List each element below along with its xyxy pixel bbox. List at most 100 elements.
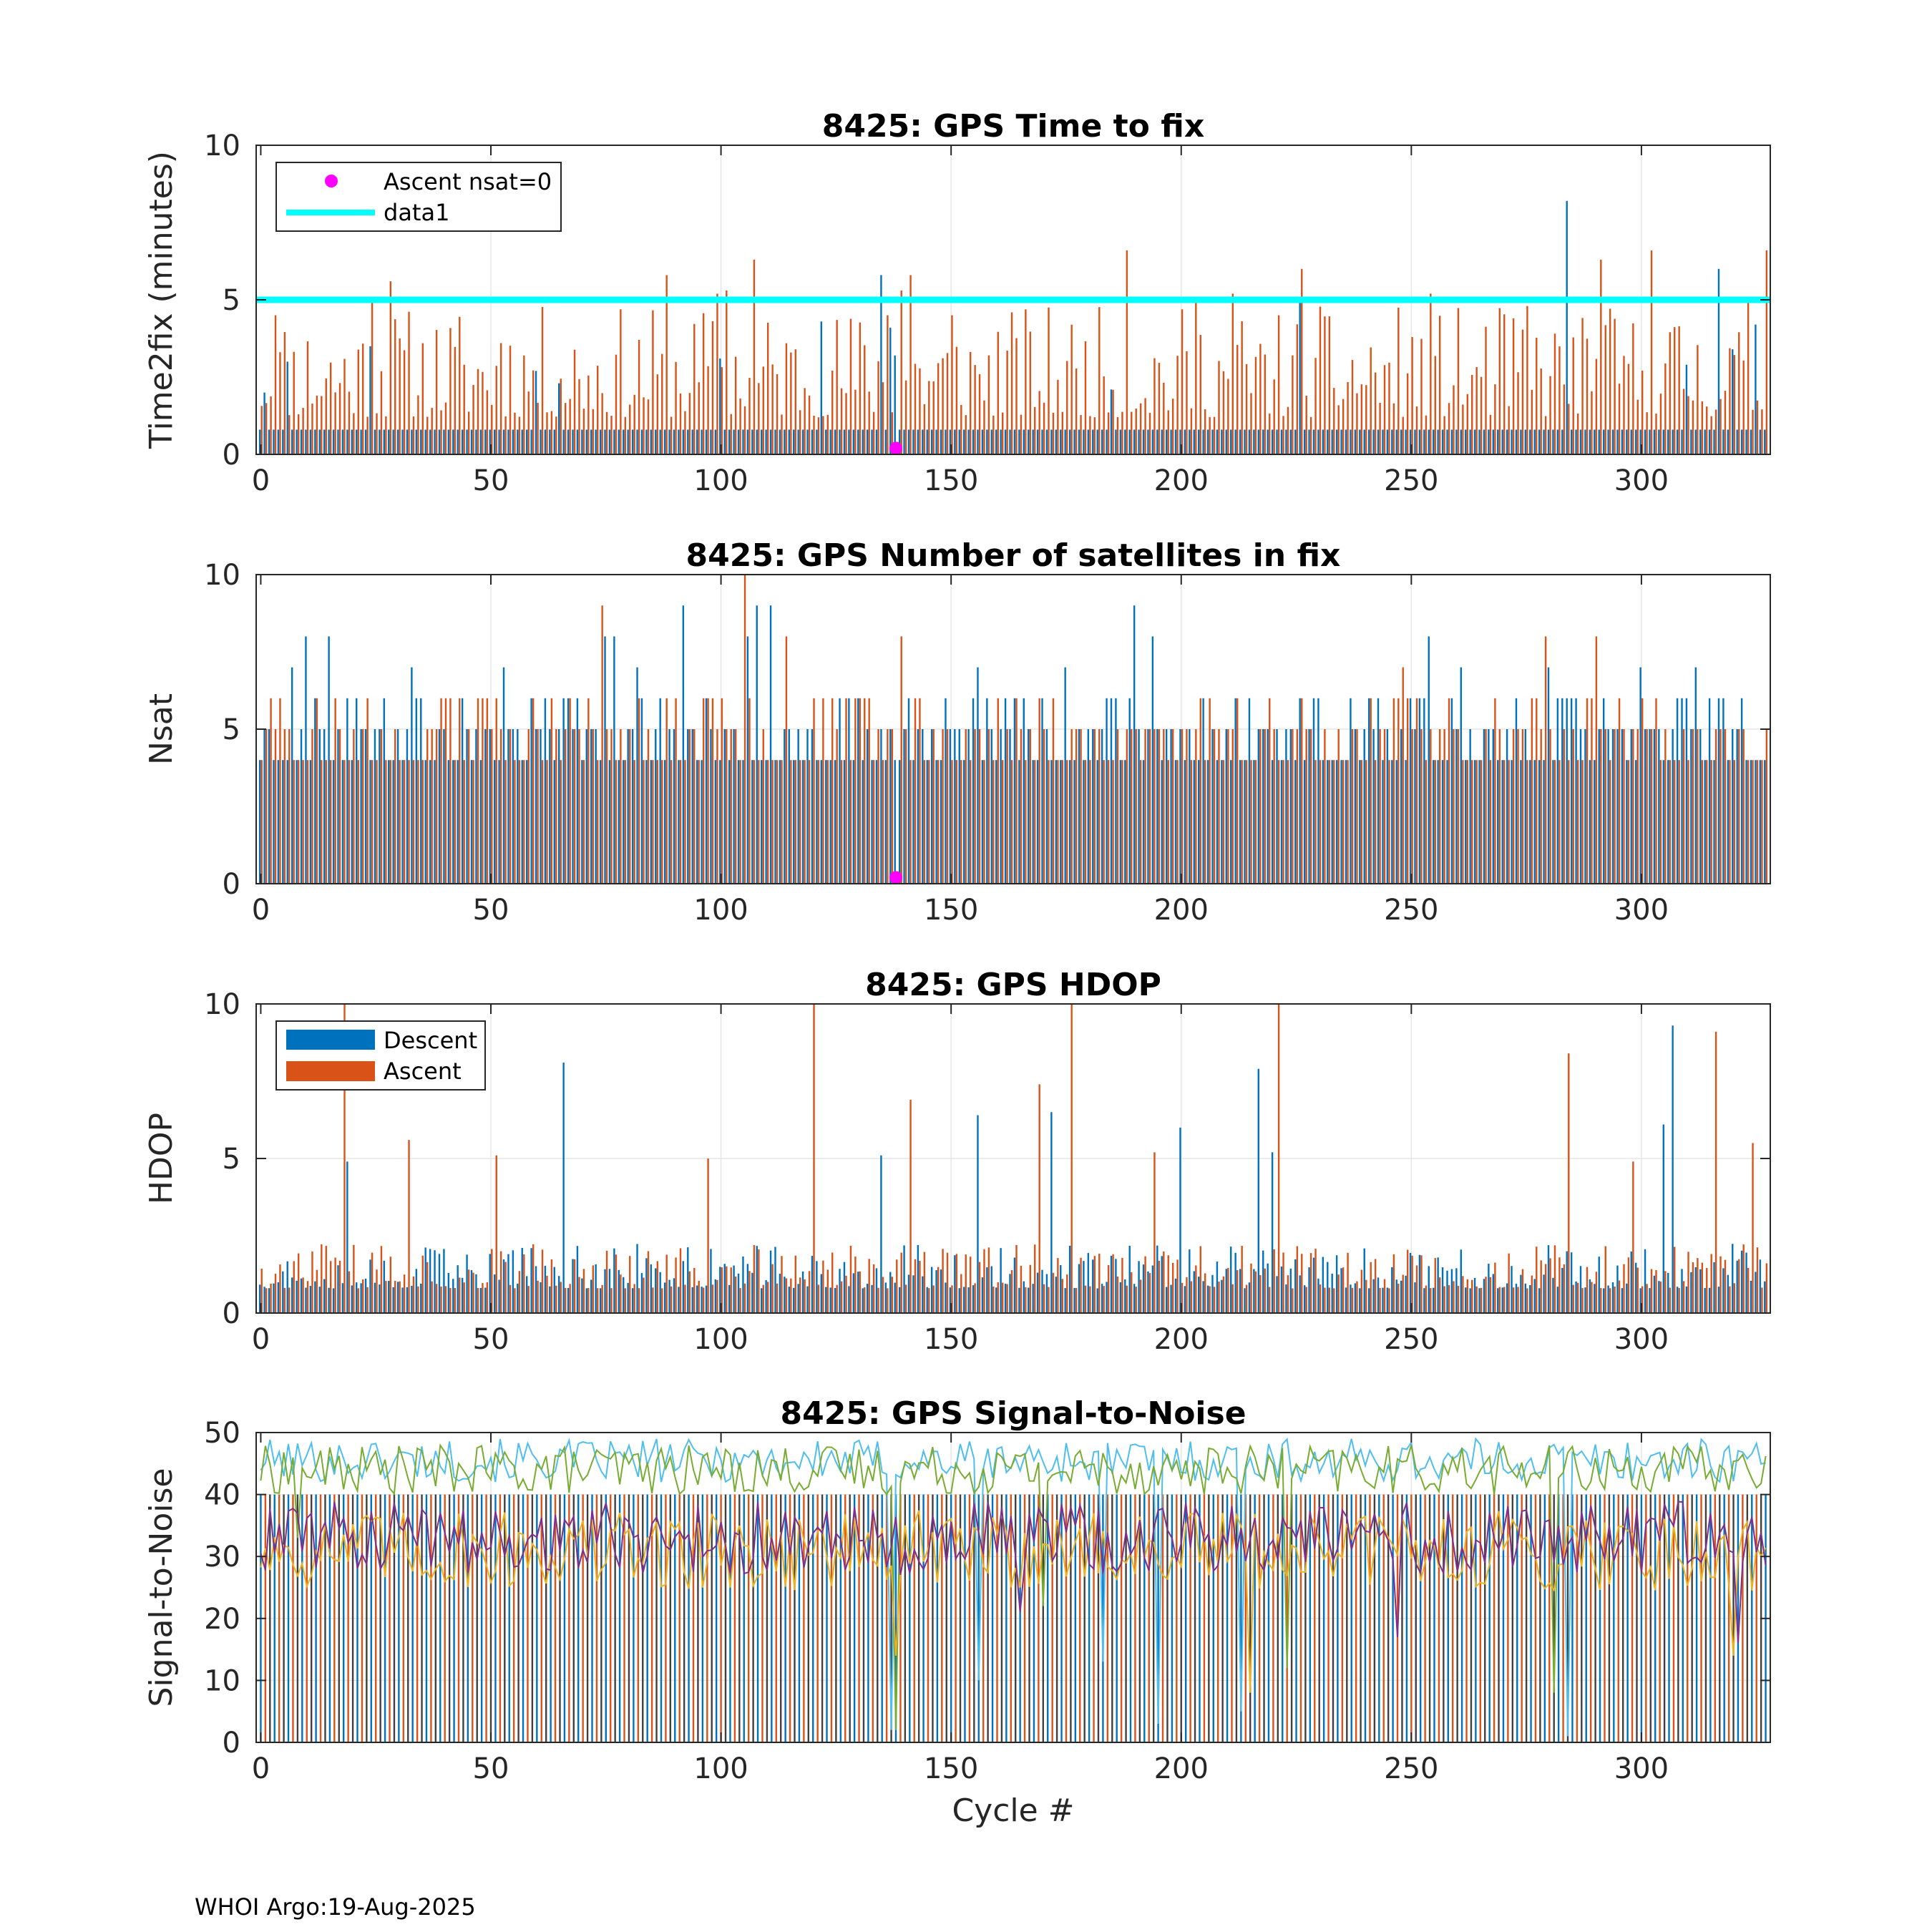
descent-bar: [1395, 760, 1397, 884]
snr-bar: [637, 1494, 640, 1742]
snr-bar: [775, 1494, 777, 1742]
ascent-bar: [366, 416, 369, 454]
descent-bar: [719, 760, 721, 884]
descent-bar: [852, 760, 855, 884]
descent-bar: [986, 698, 988, 884]
y-tick-label: 0: [223, 868, 240, 901]
ascent-bar: [1250, 760, 1252, 884]
ascent-bar: [1337, 729, 1340, 884]
descent-bar: [585, 429, 587, 454]
plot-area: [256, 1433, 1770, 1742]
snr-bar: [1184, 1494, 1187, 1742]
legend-ascent-swatch: [286, 1061, 375, 1081]
descent-bar: [1630, 429, 1632, 454]
ascent-bar: [316, 698, 318, 884]
ascent-bar: [624, 416, 627, 454]
descent-bar: [779, 429, 781, 454]
descent-bar: [940, 1269, 942, 1313]
ascent-bar: [1204, 409, 1206, 454]
snr-bar: [922, 1494, 924, 1742]
ascent-bar: [1453, 1281, 1455, 1313]
descent-bar: [258, 1284, 261, 1313]
descent-bar: [502, 429, 505, 454]
descent-bar: [986, 429, 988, 454]
ascent-bar: [523, 1254, 525, 1313]
descent-bar: [1189, 429, 1191, 454]
ascent-bar: [887, 1288, 889, 1313]
descent-bar: [1377, 1277, 1380, 1313]
descent-bar: [282, 1271, 284, 1313]
descent-bar: [268, 729, 270, 884]
ascent-bar: [716, 293, 718, 454]
descent-bar: [1221, 760, 1223, 884]
ascent-bar: [1010, 760, 1013, 884]
ascent-bar: [1600, 259, 1602, 454]
descent-bar: [1750, 760, 1752, 884]
descent-bar: [1570, 429, 1573, 454]
ascent-bar: [1199, 335, 1201, 454]
ascent-bar: [1669, 1287, 1671, 1313]
ascent-bar: [1623, 729, 1625, 884]
ascent-bar: [707, 1158, 709, 1313]
descent-bar: [1501, 760, 1503, 884]
ascent-bar: [482, 371, 484, 454]
ascent-bar: [1489, 414, 1492, 454]
descent-bar: [1460, 429, 1462, 454]
ascent-bar: [702, 698, 705, 884]
descent-bar: [507, 729, 509, 884]
descent-bar: [1732, 1244, 1734, 1313]
ascent-bar: [482, 1283, 484, 1313]
ascent-bar: [1466, 394, 1468, 454]
snr-bar: [1337, 1494, 1339, 1742]
ascent-bar: [1494, 1262, 1496, 1313]
ascent-bar: [527, 1286, 530, 1313]
descent-bar: [1312, 1257, 1315, 1313]
descent-bar: [396, 729, 399, 884]
snr-bar: [1401, 1494, 1403, 1742]
ascent-bar: [928, 1288, 930, 1313]
descent-bar: [1602, 429, 1605, 454]
ascent-bar: [891, 1277, 894, 1313]
y-axis-label: HDOP: [143, 1113, 180, 1204]
descent-bar: [765, 429, 767, 454]
ascent-bar: [1674, 327, 1676, 454]
descent-bar: [788, 1287, 790, 1313]
descent-bar: [1745, 1252, 1747, 1313]
snr-bar: [1176, 1494, 1178, 1742]
snr-bar: [959, 1494, 962, 1742]
ascent-bar: [716, 1279, 718, 1313]
descent-bar: [525, 760, 528, 884]
ascent-bar: [1457, 308, 1460, 454]
snr-bar: [1166, 1494, 1169, 1742]
ascent-bar: [362, 729, 364, 884]
ascent-bar: [1218, 1282, 1220, 1313]
descent-bar: [429, 429, 431, 454]
ascent-bar: [1572, 337, 1574, 454]
descent-bar: [1211, 1274, 1214, 1313]
ascent-bar: [279, 698, 281, 884]
descent-bar: [1713, 429, 1715, 454]
snr-bar: [1723, 1494, 1725, 1742]
ascent-bar: [371, 1252, 374, 1313]
descent-bar: [1211, 729, 1214, 884]
descent-bar: [1446, 1270, 1448, 1313]
ascent-bar: [1370, 698, 1372, 884]
descent-bar: [636, 429, 638, 454]
descent-bar: [1465, 760, 1467, 884]
snr-bar: [351, 1494, 354, 1742]
ascent-bar: [1761, 760, 1763, 884]
descent-bar: [640, 1273, 643, 1313]
ascent-bar: [702, 313, 705, 454]
ascent-bar: [1388, 1288, 1390, 1313]
descent-bar: [1331, 760, 1333, 884]
descent-bar: [1124, 429, 1126, 454]
descent-bar: [1566, 1251, 1568, 1313]
descent-bar: [498, 760, 500, 884]
snr-bar: [996, 1494, 998, 1742]
ascent-bar: [334, 1257, 336, 1313]
descent-bar: [1345, 429, 1347, 454]
snr-bar: [1314, 1494, 1316, 1742]
ascent-bar: [1222, 371, 1225, 454]
descent-bar: [346, 1161, 348, 1313]
